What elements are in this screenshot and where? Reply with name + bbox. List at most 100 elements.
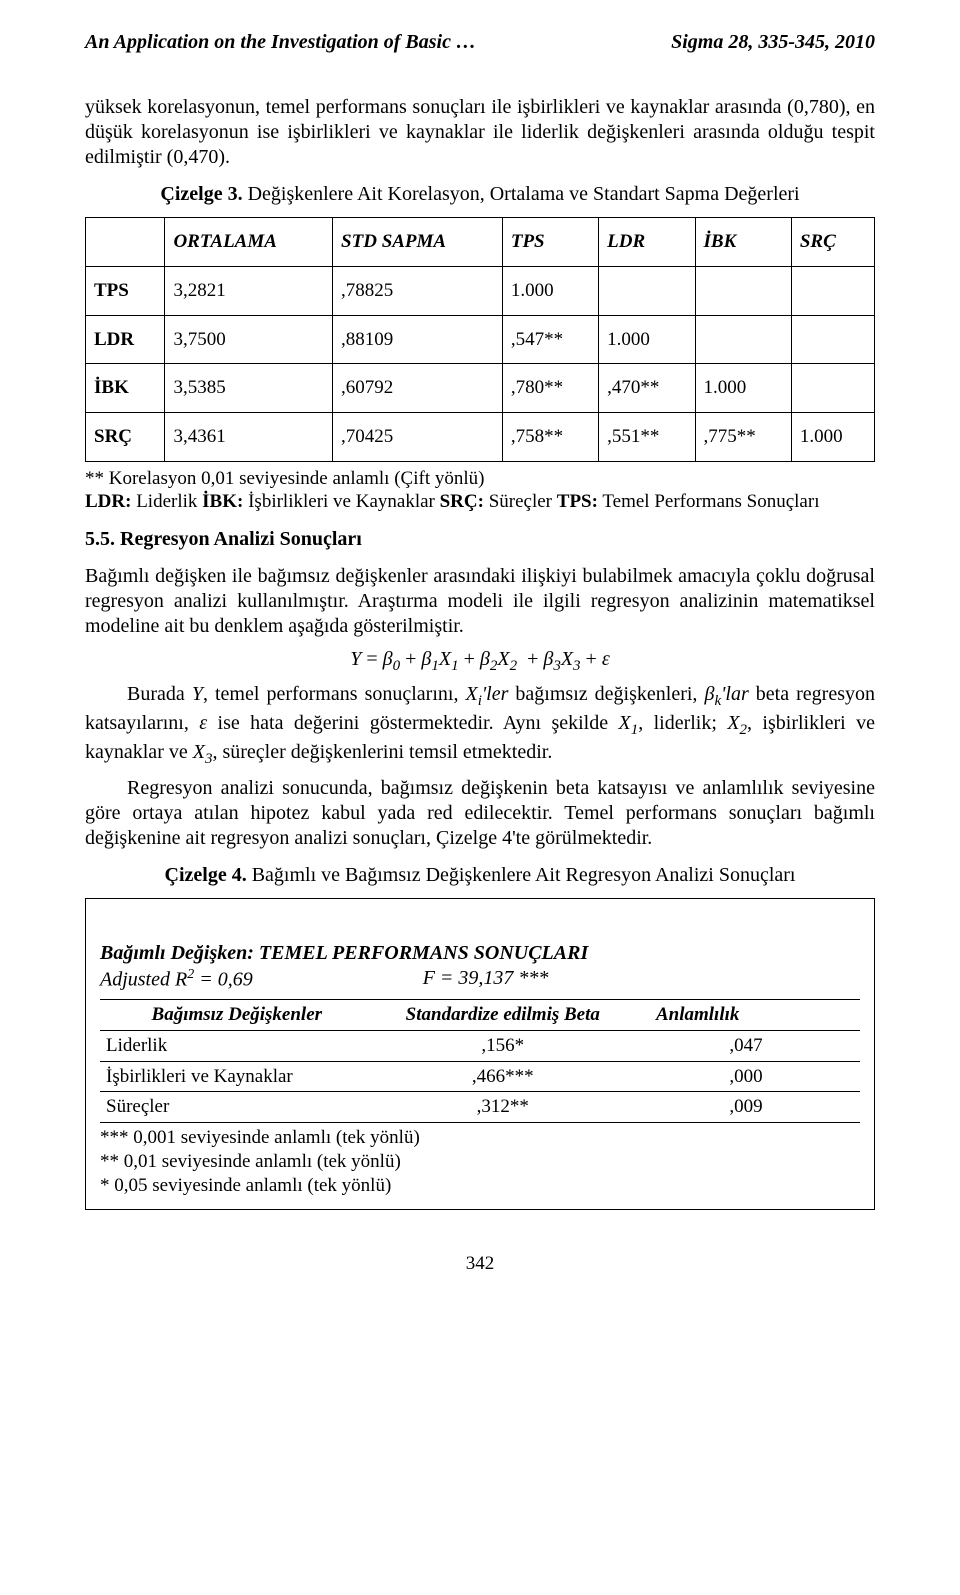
p3-eps: ε	[199, 712, 207, 734]
reg-adjr2-val: = 0,69	[194, 969, 253, 991]
p3e: ise hata değerini göstermektedir. Aynı ş…	[207, 712, 618, 734]
reg-iv: İşbirlikleri ve Kaynaklar	[100, 1061, 374, 1092]
table-row: SRÇ 3,4361 ,70425 ,758** ,551** ,775** 1…	[86, 413, 875, 462]
section-5-5-title: 5.5. Regresyon Analizi Sonuçları	[85, 527, 875, 552]
eq-plus2: +	[459, 648, 480, 670]
page-number: 342	[85, 1252, 875, 1276]
reg-sig: ,047	[632, 1030, 860, 1061]
eq-y: Y	[350, 648, 361, 670]
corr-cell: ,70425	[333, 413, 503, 462]
p3a: Burada	[127, 683, 192, 705]
eq-x1: X	[439, 648, 451, 670]
eq-x2: X	[497, 648, 509, 670]
p3h: , süreçler değişkenlerini temsil etmekte…	[212, 741, 552, 763]
p3-x2s: 2	[740, 722, 748, 738]
corr-note-1: ** Korelasyon 0,01 seviyesinde anlamlı (…	[85, 468, 875, 491]
corr-cell: ,758**	[502, 413, 598, 462]
corr-note-2: LDR: Liderlik İBK: İşbirlikleri ve Kayna…	[85, 491, 875, 514]
significance-notes: *** 0,001 seviyesinde anlamlı (tek yönlü…	[100, 1126, 860, 1197]
reg-iv: Liderlik	[100, 1030, 374, 1061]
caption-4-rest: Bağımlı ve Bağımsız Değişkenlere Ait Reg…	[247, 864, 796, 886]
corr-cell: 3,7500	[165, 315, 333, 364]
regression-table-box: Bağımlı Değişken: TEMEL PERFORMANS SONUÇ…	[85, 898, 875, 1210]
corr-cell: ,775**	[695, 413, 791, 462]
caption-3-bold: Çizelge 3.	[160, 183, 242, 205]
corr-cell: 3,4361	[165, 413, 333, 462]
table-3-caption: Çizelge 3. Değişkenlere Ait Korelasyon, …	[85, 182, 875, 207]
reg-f-stat: F = 39,137 ***	[423, 966, 549, 993]
paragraph-hypothesis: Regresyon analizi sonucunda, bağımsız de…	[85, 776, 875, 851]
reg-beta: ,466***	[374, 1061, 632, 1092]
eq-equals: =	[361, 648, 382, 670]
table-row: İşbirlikleri ve Kaynaklar ,466*** ,000	[100, 1061, 860, 1092]
paragraph-intro: yüksek korelasyonun, temel performans so…	[85, 95, 875, 170]
corr-cell: 1.000	[695, 364, 791, 413]
reg-beta: ,156*	[374, 1030, 632, 1061]
corr-cell: 3,5385	[165, 364, 333, 413]
p3-x1: X	[618, 712, 630, 734]
table-row: İBK 3,5385 ,60792 ,780** ,470** 1.000	[86, 364, 875, 413]
eq-sx3: 3	[573, 658, 581, 674]
sig-note-2star: ** 0,01 seviyesinde anlamlı (tek yönlü)	[100, 1150, 860, 1174]
table-row: Süreçler ,312** ,009	[100, 1092, 860, 1123]
reg-adjr2-label: Adjusted R	[100, 969, 187, 991]
caption-4-bold: Çizelge 4.	[165, 864, 247, 886]
paragraph-regression-intro: Bağımlı değişken ile bağımsız değişkenle…	[85, 564, 875, 639]
corr-col-ldr: LDR	[599, 218, 695, 267]
correlation-table: ORTALAMA STD SAPMA TPS LDR İBK SRÇ TPS 3…	[85, 217, 875, 462]
corr-cell	[599, 266, 695, 315]
reg-sig: ,009	[632, 1092, 860, 1123]
sig-note-1star: * 0,05 seviyesinde anlamlı (tek yönlü)	[100, 1174, 860, 1198]
eq-b1: β	[421, 648, 431, 670]
corr-cell	[791, 266, 874, 315]
p3-xi: X	[465, 683, 477, 705]
eq-sx1: 1	[451, 658, 459, 674]
p3-x2: X	[727, 712, 739, 734]
table-row: TPS 3,2821 ,78825 1.000	[86, 266, 875, 315]
reg-col-sig: Anlamlılık	[632, 1000, 860, 1031]
p3f: , liderlik;	[638, 712, 727, 734]
p3c: bağımsız değişkenleri,	[508, 683, 704, 705]
table-row: LDR 3,7500 ,88109 ,547** 1.000	[86, 315, 875, 364]
corr-cell: 1.000	[599, 315, 695, 364]
eq-s3: 3	[553, 658, 561, 674]
eq-plus1: +	[400, 648, 421, 670]
regression-table: Bağımsız Değişkenler Standardize edilmiş…	[100, 999, 860, 1123]
eq-b2: β	[480, 648, 490, 670]
reg-beta: ,312**	[374, 1092, 632, 1123]
reg-dep-var: Bağımlı Değişken: TEMEL PERFORMANS SONUÇ…	[100, 941, 860, 966]
eq-b3: β	[543, 648, 553, 670]
eq-sx2: 2	[510, 658, 518, 674]
corr-col-ibk: İBK	[695, 218, 791, 267]
corr-col-src: SRÇ	[791, 218, 874, 267]
p3-ler: 'ler	[482, 683, 509, 705]
p3-lar: 'lar	[721, 683, 749, 705]
corr-cell	[695, 315, 791, 364]
corr-cell: ,551**	[599, 413, 695, 462]
corr-col-blank	[86, 218, 165, 267]
corr-cell	[695, 266, 791, 315]
corr-cell: 3,2821	[165, 266, 333, 315]
caption-3-rest: Değişkenlere Ait Korelasyon, Ortalama ve…	[243, 183, 800, 205]
reg-col-beta: Standardize edilmiş Beta	[374, 1000, 632, 1031]
sig-note-3star: *** 0,001 seviyesinde anlamlı (tek yönlü…	[100, 1126, 860, 1150]
corr-col-stdsapma: STD SAPMA	[333, 218, 503, 267]
reg-sig: ,000	[632, 1061, 860, 1092]
reg-col-iv: Bağımsız Değişkenler	[100, 1000, 374, 1031]
corr-cell: ,60792	[333, 364, 503, 413]
eq-plus4: +	[581, 648, 602, 670]
eq-eps: ε	[602, 648, 610, 670]
p3b: , temel performans sonuçlarını,	[203, 683, 466, 705]
p3-y: Y	[192, 683, 203, 705]
corr-cell: ,780**	[502, 364, 598, 413]
corr-row-ibk: İBK	[86, 364, 165, 413]
paragraph-variables: Burada Y, temel performans sonuçlarını, …	[85, 682, 875, 768]
corr-cell: ,547**	[502, 315, 598, 364]
eq-x3: X	[561, 648, 573, 670]
corr-cell	[791, 315, 874, 364]
corr-cell: 1.000	[791, 413, 874, 462]
p3-x3: X	[193, 741, 205, 763]
regression-equation: Y = β0 + β1X1 + β2X2 + β3X3 + ε	[85, 647, 875, 676]
eq-s1: 1	[431, 658, 439, 674]
reg-adj-r2: Adjusted R2 = 0,69	[100, 966, 253, 993]
